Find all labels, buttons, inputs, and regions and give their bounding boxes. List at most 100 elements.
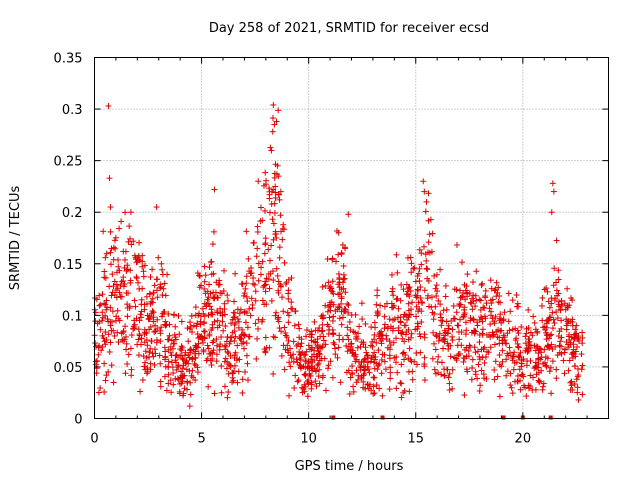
data-point xyxy=(488,300,495,307)
data-point xyxy=(508,384,515,391)
data-point xyxy=(413,313,420,320)
data-point xyxy=(113,294,120,301)
data-point xyxy=(272,189,279,196)
data-point xyxy=(201,278,208,285)
data-point xyxy=(428,304,435,311)
data-point xyxy=(273,265,280,272)
data-point xyxy=(224,297,231,304)
data-point xyxy=(353,379,360,386)
data-point xyxy=(196,284,203,291)
data-point xyxy=(558,334,565,341)
data-point xyxy=(399,350,406,357)
data-point xyxy=(136,285,143,292)
data-point xyxy=(462,331,469,338)
data-point xyxy=(395,324,402,331)
data-point xyxy=(541,346,548,353)
data-point xyxy=(522,333,529,340)
data-point xyxy=(135,279,142,286)
data-point xyxy=(99,291,106,298)
data-point xyxy=(423,265,430,272)
data-point xyxy=(96,318,103,325)
data-point xyxy=(162,354,169,361)
data-point xyxy=(101,360,108,367)
data-point xyxy=(555,290,562,297)
data-point xyxy=(455,322,462,329)
data-point xyxy=(155,254,162,261)
data-point xyxy=(161,309,168,316)
data-point xyxy=(574,389,581,396)
data-point xyxy=(240,292,247,299)
data-point xyxy=(202,290,209,297)
data-point xyxy=(251,281,258,288)
data-point xyxy=(212,289,219,296)
data-point xyxy=(262,281,269,288)
data-point xyxy=(448,317,455,324)
data-point xyxy=(579,362,586,369)
data-point xyxy=(178,347,185,354)
data-point xyxy=(165,358,172,365)
data-point xyxy=(406,388,413,395)
data-point xyxy=(550,188,557,195)
data-point xyxy=(277,212,284,219)
data-point xyxy=(170,381,177,388)
data-point xyxy=(544,355,551,362)
data-point xyxy=(274,272,281,279)
data-point xyxy=(555,267,562,274)
data-point xyxy=(248,265,255,272)
data-point xyxy=(507,382,514,389)
data-point xyxy=(273,118,280,125)
data-point xyxy=(170,312,177,319)
data-point xyxy=(517,377,524,384)
data-point xyxy=(291,322,298,329)
data-point xyxy=(420,243,427,250)
data-point xyxy=(271,209,278,216)
data-point xyxy=(297,343,304,350)
data-point xyxy=(516,353,523,360)
data-point xyxy=(170,370,177,377)
data-point xyxy=(131,325,138,332)
data-point xyxy=(338,249,345,256)
data-point xyxy=(308,334,315,341)
gap-marker xyxy=(380,415,385,420)
data-point xyxy=(207,259,214,266)
data-point xyxy=(459,293,466,300)
data-point xyxy=(437,301,444,308)
data-point xyxy=(165,371,172,378)
data-point xyxy=(426,231,433,238)
data-point xyxy=(282,329,289,336)
data-point xyxy=(335,270,342,277)
data-point xyxy=(335,251,342,258)
data-point xyxy=(518,323,525,330)
data-point xyxy=(92,340,99,347)
data-point xyxy=(435,337,442,344)
data-point xyxy=(165,310,172,317)
data-point xyxy=(262,334,269,341)
data-point xyxy=(249,301,256,308)
data-point xyxy=(549,358,556,365)
data-point xyxy=(499,347,506,354)
data-point xyxy=(97,326,104,333)
data-point xyxy=(421,188,428,195)
data-point xyxy=(99,332,106,339)
data-point xyxy=(95,351,102,358)
data-point xyxy=(561,300,568,307)
data-point xyxy=(261,207,268,214)
data-point xyxy=(546,368,553,375)
data-point xyxy=(330,313,337,320)
data-point xyxy=(281,324,288,331)
data-point xyxy=(344,348,351,355)
data-point xyxy=(239,376,246,383)
data-point xyxy=(140,273,147,280)
data-point xyxy=(157,383,164,390)
data-point xyxy=(142,359,149,366)
data-point xyxy=(450,302,457,309)
data-point xyxy=(482,294,489,301)
data-point xyxy=(491,341,498,348)
data-point xyxy=(295,321,302,328)
data-point xyxy=(456,301,463,308)
data-point xyxy=(441,327,448,334)
data-point xyxy=(513,359,520,366)
data-point xyxy=(123,346,130,353)
data-point xyxy=(406,345,413,352)
data-point xyxy=(276,244,283,251)
